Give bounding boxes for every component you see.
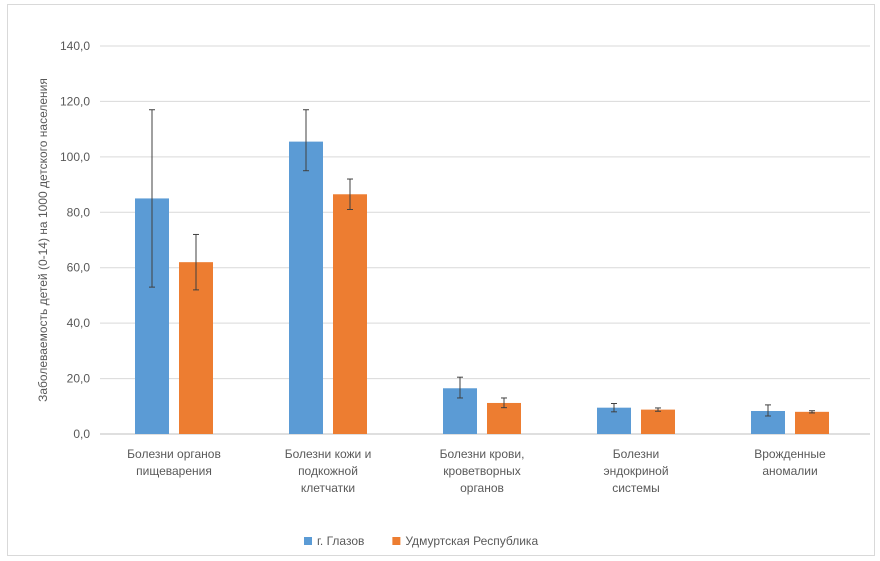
bar — [333, 194, 367, 434]
x-axis-categories: Болезни органов пищеварения Болезни кожи и… — [127, 447, 826, 495]
category-label-line: аномалии — [762, 464, 817, 478]
legend-label: Удмуртская Республика — [405, 534, 538, 548]
category-label-line: Врожденные — [754, 447, 826, 461]
y-axis-ticks: 0,0 20,0 40,0 60,0 80,0 100,0 120,0 140,0 — [60, 39, 90, 441]
category-label: Болезни эндокриной системы — [603, 447, 668, 495]
legend-label: г. Глазов — [317, 534, 364, 548]
category-label-line: системы — [612, 481, 660, 495]
category-label-line: пищеварения — [136, 464, 212, 478]
bar — [179, 262, 213, 434]
category-label: Болезни органов пищеварения — [127, 447, 221, 478]
category-label: Врожденные аномалии — [754, 447, 826, 478]
category-label-line: клетчатки — [301, 481, 355, 495]
category-label-line: Болезни кожи и — [285, 447, 372, 461]
legend: г. Глазов Удмуртская Республика — [304, 534, 538, 548]
y-tick-label: 60,0 — [67, 261, 91, 275]
y-tick-label: 140,0 — [60, 39, 90, 53]
category-label-line: Болезни — [613, 447, 660, 461]
bar — [795, 411, 829, 434]
category-label-line: подкожной — [298, 464, 358, 478]
legend-swatch — [392, 537, 401, 545]
category-label-line: органов — [460, 481, 504, 495]
category-label-line: кроветворных — [443, 464, 520, 478]
y-tick-label: 0,0 — [73, 427, 90, 441]
category-label: Болезни кожи и подкожной клетчатки — [285, 447, 372, 495]
error-bars — [149, 109, 815, 417]
y-tick-label: 20,0 — [67, 372, 91, 386]
category-label-line: Болезни органов — [127, 447, 221, 461]
category-label: Болезни крови, кроветворных органов — [440, 447, 525, 495]
y-tick-label: 80,0 — [67, 205, 91, 219]
gridlines — [100, 45, 870, 435]
category-label-line: эндокриной — [603, 464, 668, 478]
legend-swatch — [304, 537, 312, 545]
y-tick-label: 120,0 — [60, 94, 90, 108]
bars — [135, 141, 829, 434]
y-tick-label: 40,0 — [67, 316, 91, 330]
bar — [751, 410, 785, 434]
bar — [289, 141, 323, 434]
y-axis-label: Заболеваемость детей (0-14) на 1000 детс… — [36, 78, 50, 402]
category-label-line: Болезни крови, — [440, 447, 525, 461]
bar — [641, 409, 675, 434]
y-tick-label: 100,0 — [60, 150, 90, 164]
